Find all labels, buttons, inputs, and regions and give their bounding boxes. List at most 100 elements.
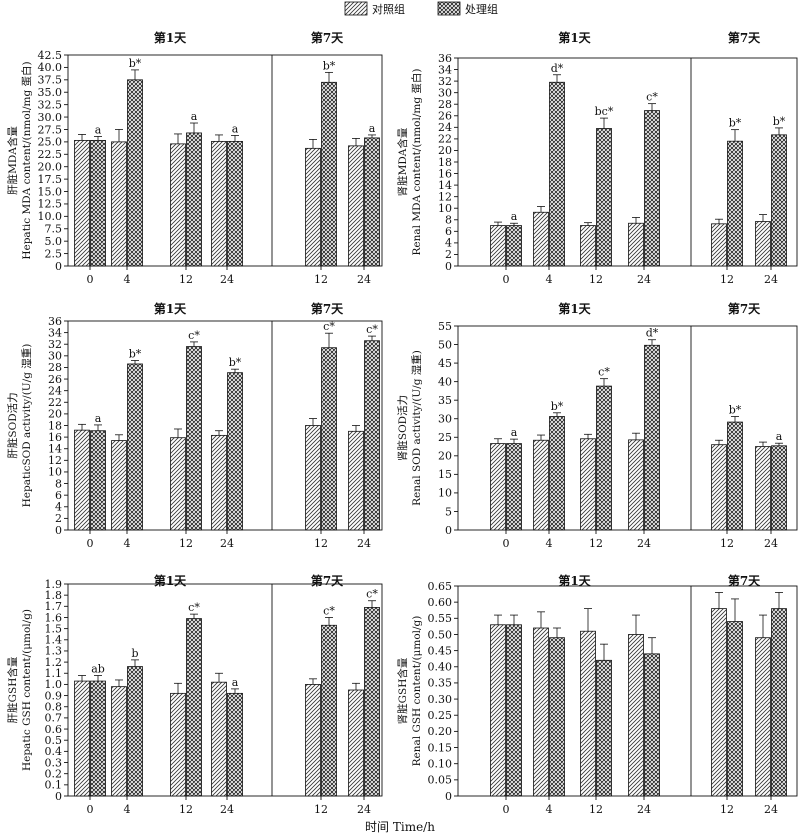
y-tick-label: 34 — [438, 63, 452, 76]
bar-treatment — [227, 372, 243, 531]
y-tick-label: 0.30 — [428, 693, 453, 706]
group-title: 第7天 — [311, 30, 344, 45]
y-tick-label: 0.7 — [45, 712, 63, 725]
significance-label: b — [131, 647, 138, 660]
y-tick-label: 30 — [48, 350, 62, 363]
y-tick-label: 1.0 — [45, 678, 63, 691]
y-tick-label: 15.0 — [38, 185, 63, 198]
x-tick-label: 24 — [220, 537, 234, 550]
x-tick-label: 4 — [124, 537, 131, 550]
group-title: 第7天 — [728, 30, 761, 45]
x-tick-label: 24 — [764, 803, 778, 816]
bar-treatment — [127, 79, 143, 267]
y-tick-label: 0.25 — [428, 709, 453, 722]
bar-treatment — [727, 421, 743, 531]
bar-treatment — [90, 139, 106, 267]
legend-swatch — [344, 1, 368, 16]
significance-label: b* — [323, 59, 336, 72]
significance-label: a — [232, 676, 239, 689]
y-tick-label: 0.6 — [45, 723, 63, 736]
y-tick-label: 24 — [438, 121, 452, 134]
y-tick-label: 32 — [438, 75, 452, 88]
bar-control — [348, 689, 364, 797]
y-axis-label: Renal SOD activity/(U/g 湿重) — [410, 350, 423, 506]
y-axis-label: Renal GSH content/(μmol/g) — [411, 616, 423, 767]
y-tick-label: 7.5 — [45, 223, 63, 236]
panel-6: 0 0.05 0.10 0.15 0.20 0.25 0.30 0.35 0.40 0.45 0.5… — [396, 573, 798, 816]
y-axis-label: Hepatic MDA content/(nmol/mg 蛋白) — [20, 61, 33, 259]
bar-treatment — [321, 347, 337, 531]
legend: 对照组 处理组 — [344, 1, 498, 16]
significance-label: c* — [188, 601, 200, 614]
y-tick-label: 0.2 — [45, 767, 63, 780]
y-tick-label: 10.0 — [38, 210, 63, 223]
y-tick-label: 8 — [445, 214, 452, 227]
x-tick-label: 0 — [503, 273, 510, 286]
bar-treatment — [364, 607, 380, 797]
y-axis-label: Hepatic GSH content/(μmol/g) — [21, 609, 33, 771]
y-tick-label: 22 — [48, 396, 62, 409]
bar-control — [755, 637, 771, 797]
bar-control — [348, 430, 364, 531]
bar-treatment — [644, 110, 660, 267]
x-tick-label: 4 — [124, 273, 131, 286]
panel-1: 02.55.07.510.012.515.017.520.022.525.027… — [6, 30, 383, 286]
y-tick-label: 36 — [48, 315, 62, 328]
bar-control — [755, 221, 771, 267]
y-tick-label: 6 — [55, 489, 62, 502]
x-tick-label: 4 — [124, 803, 131, 816]
legend-item-2: 处理组 — [437, 1, 498, 16]
y-tick-label: 10 — [438, 487, 452, 500]
x-tick-label: 24 — [764, 273, 778, 286]
x-tick-label: 4 — [546, 537, 553, 550]
group-title: 第7天 — [728, 573, 761, 588]
group-title: 第7天 — [728, 301, 761, 316]
group-title: 第1天 — [154, 301, 187, 316]
y-axis-label: 肝脏MDA含量 — [6, 126, 19, 195]
y-tick-label: 1.5 — [45, 622, 63, 635]
bar-treatment — [596, 128, 612, 267]
y-tick-label: 45 — [438, 357, 452, 370]
x-tick-label: 4 — [546, 273, 553, 286]
significance-label: c* — [646, 91, 658, 104]
bar-control — [711, 444, 727, 531]
y-tick-label: 20 — [48, 408, 62, 421]
legend-label: 处理组 — [465, 2, 498, 16]
significance-label: c* — [366, 588, 378, 601]
significance-label: a — [511, 210, 518, 223]
bar-control — [111, 686, 127, 797]
y-tick-label: 0.10 — [428, 757, 453, 770]
y-tick-label: 1.8 — [45, 589, 63, 602]
x-tick-label: 12 — [720, 537, 734, 550]
significance-label: d* — [551, 62, 564, 75]
significance-label: a — [232, 122, 239, 135]
y-tick-label: 18 — [438, 156, 452, 169]
y-tick-label: 8 — [55, 477, 62, 490]
bar-control — [170, 692, 186, 797]
y-tick-label: 24 — [48, 384, 62, 397]
bar-treatment — [727, 621, 743, 797]
panel-5: 00.10.20.30.40.50.60.70.80.91.01.11.21.3… — [6, 573, 383, 816]
bar-control — [74, 429, 90, 531]
bar-treatment — [186, 132, 202, 267]
significance-label: a — [776, 430, 783, 443]
bar-treatment — [596, 659, 612, 797]
x-tick-label: 0 — [87, 537, 94, 550]
y-tick-label: 12 — [48, 454, 62, 467]
y-tick-label: 6 — [445, 225, 452, 238]
x-tick-label: 24 — [357, 273, 371, 286]
bar-control — [348, 145, 364, 267]
bar-treatment — [771, 445, 787, 531]
x-tick-label: 4 — [546, 803, 553, 816]
bar-treatment — [186, 346, 202, 531]
x-tick-label: 12 — [314, 537, 328, 550]
bar-control — [305, 684, 321, 797]
bar-control — [74, 139, 90, 267]
significance-label: d* — [646, 327, 659, 340]
y-tick-label: 4 — [55, 501, 62, 514]
bar-treatment — [227, 140, 243, 267]
y-tick-label: 26 — [48, 373, 62, 386]
bar-control — [211, 681, 227, 797]
y-tick-label: 28 — [438, 98, 452, 111]
